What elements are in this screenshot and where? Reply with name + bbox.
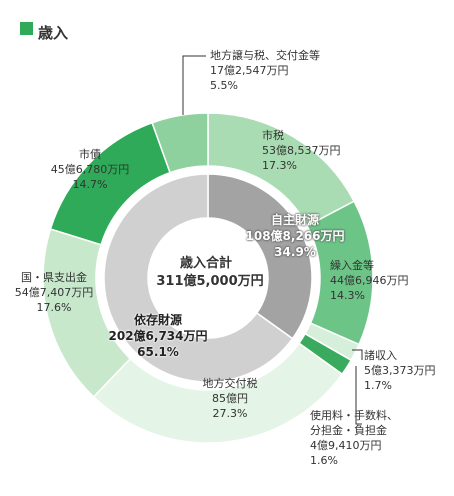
segment-label: 地方譲与税、交付金等 17億2,547万円 5.5%: [210, 48, 320, 93]
label-line: 依存財源: [133, 313, 183, 327]
label-line: 1.7%: [364, 379, 392, 392]
title-icon: [20, 22, 33, 35]
label-line: 繰入金等: [330, 259, 374, 272]
slice: [92, 342, 344, 444]
label-line: 地方交付税: [202, 377, 258, 390]
label-line: 202億6,734万円: [108, 329, 208, 343]
label-line: 53億8,537万円: [262, 144, 341, 157]
label-line: 1.6%: [310, 454, 338, 467]
slice: [151, 112, 209, 174]
chart-title: 歳入: [38, 24, 69, 42]
label-line: 27.3%: [212, 407, 248, 420]
label-line: 85億円: [212, 392, 248, 405]
label-line: 諸収入: [364, 349, 397, 362]
label-line: 17.6%: [36, 301, 72, 314]
label-line: 5億3,373万円: [364, 364, 436, 377]
leaders: [182, 55, 363, 425]
slice: [207, 173, 313, 340]
label-line: 5.5%: [210, 79, 238, 92]
segment-label: 諸収入 5億3,373万円 1.7%: [364, 348, 436, 393]
segment-label: 市税 53億8,537万円 17.3%: [262, 128, 341, 173]
segment-label: 使用料・手数料、 分担金・負担金 4億9,410万円 1.6%: [310, 408, 398, 468]
label-line: 市税: [262, 129, 284, 142]
segment-label: 国・県支出金 54億7,407万円 17.6%: [4, 270, 104, 315]
label-line: 自主財源: [270, 213, 320, 227]
label-line: 54億7,407万円: [14, 286, 94, 299]
donut: [42, 112, 374, 444]
segment-label: 市債 45億6,780万円 14.7%: [40, 147, 140, 192]
label-line: 17.3%: [262, 159, 297, 172]
inner-label: 自主財源 108億8,266万円 34.9%: [245, 212, 344, 260]
label-line: 44億6,946万円: [330, 274, 409, 287]
label-line: 34.9%: [274, 245, 316, 259]
inner-label: 依存財源 202億6,734万円 65.1%: [108, 312, 207, 360]
label-line: 108億8,266万円: [245, 229, 345, 243]
label-line: 地方譲与税、交付金等: [210, 49, 320, 62]
segment-label: 繰入金等 44億6,946万円 14.3%: [330, 258, 409, 303]
label-line: 14.7%: [72, 178, 108, 191]
segment-label: 地方交付税 85億円 27.3%: [180, 376, 280, 421]
label-line: 国・県支出金: [21, 271, 87, 284]
label-line: 65.1%: [137, 345, 179, 359]
label-line: 4億9,410万円: [310, 439, 382, 452]
center-title: 歳入合計: [179, 256, 233, 271]
label-line: 市債: [79, 148, 101, 161]
label-line: 14.3%: [330, 289, 365, 302]
center-total: 311億5,000万円: [156, 274, 264, 289]
slice: [103, 173, 294, 383]
label-line: 45億6,780万円: [50, 163, 130, 176]
label-line: 17億2,547万円: [210, 64, 289, 77]
label-line: 使用料・手数料、 分担金・負担金: [310, 409, 398, 437]
